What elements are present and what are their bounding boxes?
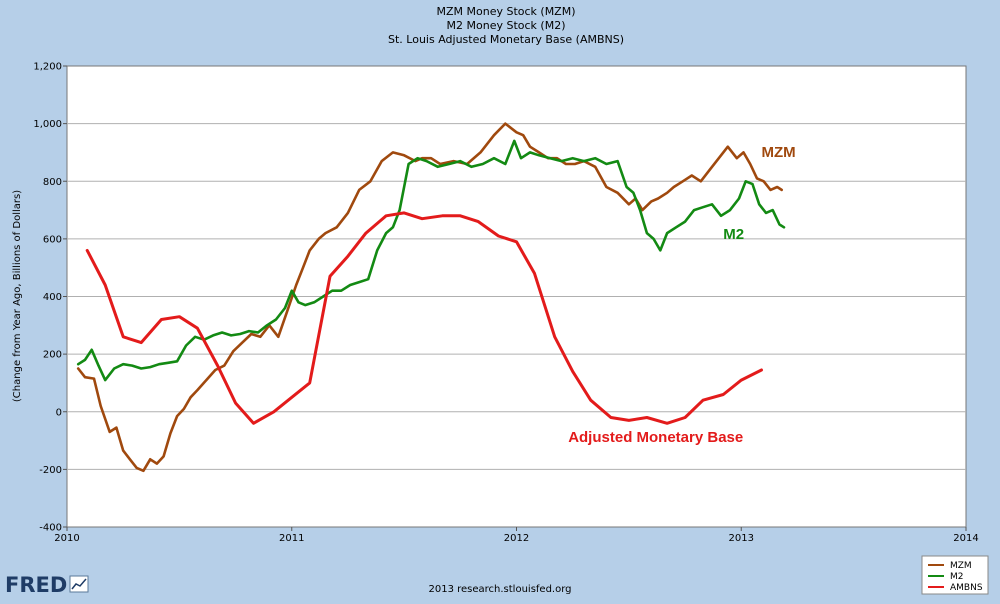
y-tick-label: 1,200 — [33, 62, 62, 73]
y-tick-label: 1,000 — [33, 119, 62, 130]
annotations: MZM M2 Adjusted Monetary Base — [568, 144, 795, 446]
y-tick-label: 200 — [43, 350, 62, 361]
y-tick-label: 0 — [56, 407, 62, 418]
fred-logo: FRED — [5, 573, 89, 597]
footer-credit: 2013 research.stlouisfed.org — [428, 584, 571, 595]
annotation-mzm: MZM — [761, 144, 795, 161]
chart-title: MZM Money Stock (MZM) M2 Money Stock (M2… — [388, 5, 624, 46]
series-lines — [76, 122, 786, 473]
y-axis-ticks: -400 -200 0 200 400 600 800 1,000 1,200 — [33, 62, 67, 534]
x-tick-label: 2011 — [279, 533, 304, 544]
series-line-ambns — [85, 211, 763, 425]
y-tick-label: 800 — [43, 177, 62, 188]
legend-label: AMBNS — [950, 583, 983, 593]
x-tick-label: 2010 — [54, 533, 79, 544]
annotation-adjusted-monetary-base: Adjusted Monetary Base — [568, 429, 743, 446]
title-line-3: St. Louis Adjusted Monetary Base (AMBNS) — [388, 33, 624, 46]
fred-logo-chart-icon — [69, 575, 89, 593]
x-tick-label: 2013 — [729, 533, 754, 544]
x-tick-label: 2014 — [953, 533, 978, 544]
x-tick-label: 2012 — [504, 533, 529, 544]
grid-lines — [67, 123, 966, 470]
fred-logo-text: FRED — [5, 573, 67, 597]
y-axis-label: (Change from Year Ago, Billions of Dolla… — [12, 190, 23, 402]
fred-logo-chart-line — [71, 578, 87, 590]
x-axis-ticks: 2010 2011 2012 2013 2014 — [54, 527, 979, 544]
annotation-m2: M2 — [723, 226, 744, 243]
y-tick-label: -200 — [39, 465, 62, 476]
title-line-1: MZM Money Stock (MZM) — [436, 5, 575, 18]
y-tick-label: 600 — [43, 234, 62, 245]
legend-label: MZM — [950, 561, 972, 571]
series-line-m2 — [76, 139, 786, 382]
y-tick-label: 400 — [43, 292, 62, 303]
title-line-2: M2 Money Stock (M2) — [447, 19, 566, 32]
y-tick-label: -400 — [39, 523, 62, 534]
legend-label: M2 — [950, 572, 964, 582]
